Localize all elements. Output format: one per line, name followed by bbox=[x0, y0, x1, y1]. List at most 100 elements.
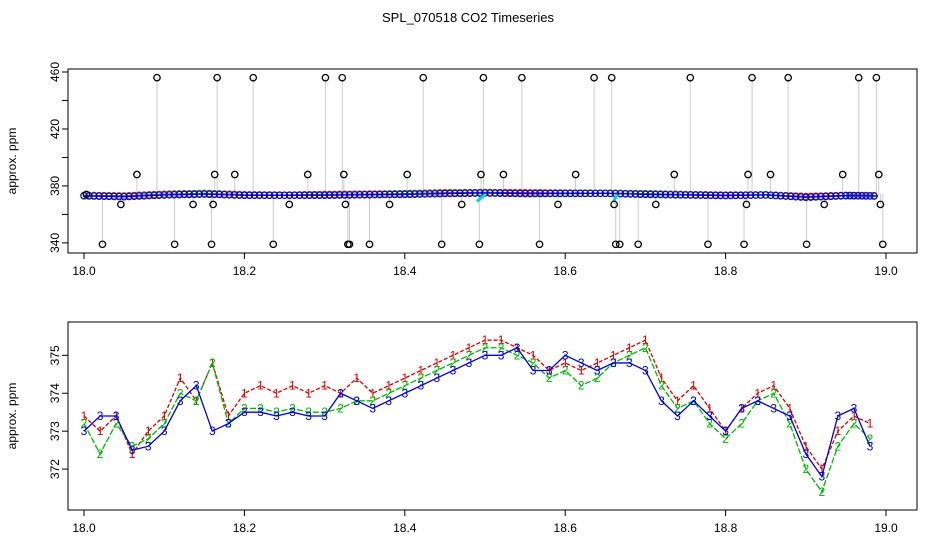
cyan-segment bbox=[612, 193, 619, 203]
series-marker-2: 2 bbox=[835, 439, 842, 453]
plot-area bbox=[80, 73, 887, 249]
series-marker-3: 3 bbox=[835, 409, 842, 423]
series-marker-2: 2 bbox=[530, 356, 537, 370]
series-line-3 bbox=[83, 346, 871, 479]
data-point-3 bbox=[606, 189, 615, 198]
data-point-3 bbox=[521, 189, 529, 198]
series-marker-2: 2 bbox=[81, 417, 88, 431]
data-point-3 bbox=[371, 190, 379, 199]
data-point-3 bbox=[416, 190, 424, 198]
data-point-3 bbox=[636, 190, 645, 199]
data-point-3 bbox=[511, 189, 519, 198]
data-point-3 bbox=[531, 189, 539, 198]
series-marker-3: 3 bbox=[385, 394, 392, 408]
series-marker-1: 1 bbox=[835, 424, 842, 438]
y-axis-label: approx. ppm bbox=[5, 128, 19, 195]
series-marker-3: 3 bbox=[546, 364, 553, 378]
outlier-point bbox=[117, 200, 125, 209]
data-point-3 bbox=[275, 191, 284, 200]
outlier-point bbox=[499, 170, 508, 179]
outlier-point bbox=[419, 73, 428, 82]
plot-frame bbox=[67, 321, 918, 511]
data-point-3 bbox=[701, 191, 710, 200]
data-point-3 bbox=[376, 190, 384, 199]
series-marker-2: 2 bbox=[401, 379, 408, 393]
outlier-point bbox=[365, 240, 374, 249]
data-point-3 bbox=[741, 191, 750, 200]
series-marker-1: 1 bbox=[321, 379, 328, 393]
series-marker-3: 3 bbox=[353, 394, 360, 408]
data-point-3 bbox=[240, 191, 249, 200]
data-point-3 bbox=[711, 191, 720, 200]
data-point-3 bbox=[300, 191, 309, 200]
data-point-3 bbox=[646, 190, 655, 199]
data-point-3 bbox=[325, 191, 334, 199]
series-marker-3: 3 bbox=[450, 364, 457, 378]
data-point-3 bbox=[340, 191, 349, 199]
series-marker-3: 3 bbox=[145, 439, 152, 453]
series-marker-1: 1 bbox=[145, 424, 152, 438]
outlier-point bbox=[189, 200, 197, 209]
data-point-3 bbox=[280, 191, 289, 200]
x-tick-label: 18.0 bbox=[72, 521, 96, 535]
data-point-3 bbox=[361, 191, 369, 199]
data-point-3 bbox=[110, 192, 118, 201]
data-point-3 bbox=[225, 191, 234, 199]
series-marker-1: 1 bbox=[225, 409, 232, 423]
data-point-3 bbox=[210, 190, 219, 199]
x-tick-label: 18.4 bbox=[393, 264, 417, 278]
y-tick-label: 340 bbox=[48, 233, 62, 253]
data-point-3 bbox=[787, 192, 795, 201]
data-point-3 bbox=[866, 192, 874, 200]
series-marker-3: 3 bbox=[466, 356, 473, 370]
series-marker-3: 3 bbox=[674, 409, 681, 423]
y-tick-label: 460 bbox=[48, 62, 62, 82]
data-point-3 bbox=[185, 190, 193, 199]
outlier-point bbox=[285, 200, 294, 209]
data-point-3 bbox=[220, 191, 229, 199]
y-axis-label: approx. ppm bbox=[5, 383, 19, 450]
x-tick-label: 18.4 bbox=[393, 521, 417, 535]
series-marker-3: 3 bbox=[867, 439, 874, 453]
data-point-3 bbox=[576, 189, 584, 198]
data-point-3 bbox=[386, 190, 394, 199]
series-marker-3: 3 bbox=[851, 401, 858, 415]
data-point-3 bbox=[571, 189, 579, 198]
series-marker-3: 3 bbox=[417, 379, 424, 393]
outlier-point bbox=[742, 200, 751, 209]
data-point-3 bbox=[777, 192, 785, 200]
data-point-3 bbox=[155, 191, 163, 199]
data-point-3 bbox=[546, 189, 554, 198]
series-marker-3: 3 bbox=[113, 409, 120, 423]
series-marker-3: 3 bbox=[369, 401, 376, 415]
series-marker-1: 1 bbox=[466, 341, 473, 355]
series-marker-3: 3 bbox=[482, 348, 489, 362]
outlier-point bbox=[651, 200, 660, 209]
outlier-point bbox=[98, 240, 107, 249]
data-point-3 bbox=[160, 191, 168, 199]
outlier-point bbox=[874, 170, 883, 179]
outlier-point bbox=[338, 73, 347, 82]
outlier-point bbox=[838, 170, 847, 179]
data-point-3 bbox=[105, 192, 113, 201]
outlier-point bbox=[321, 73, 330, 82]
data-point-3 bbox=[335, 191, 344, 199]
series-marker-3: 3 bbox=[770, 401, 777, 415]
data-point-3 bbox=[120, 193, 128, 201]
series-marker-2: 2 bbox=[113, 417, 120, 431]
series-marker-2: 2 bbox=[145, 432, 152, 446]
series-marker-1: 1 bbox=[129, 447, 136, 461]
outlier-point bbox=[385, 200, 394, 209]
series-marker-1: 1 bbox=[867, 417, 874, 431]
outlier-point bbox=[686, 73, 695, 82]
data-point-3 bbox=[536, 189, 544, 198]
data-point-3 bbox=[756, 191, 765, 199]
data-point-3 bbox=[350, 191, 359, 199]
x-tick-label: 19.0 bbox=[874, 521, 898, 535]
data-point-3 bbox=[421, 190, 429, 198]
data-point-3 bbox=[406, 190, 414, 199]
data-point-3 bbox=[561, 189, 569, 198]
data-point-3 bbox=[666, 191, 675, 199]
series-marker-2: 2 bbox=[674, 401, 681, 415]
